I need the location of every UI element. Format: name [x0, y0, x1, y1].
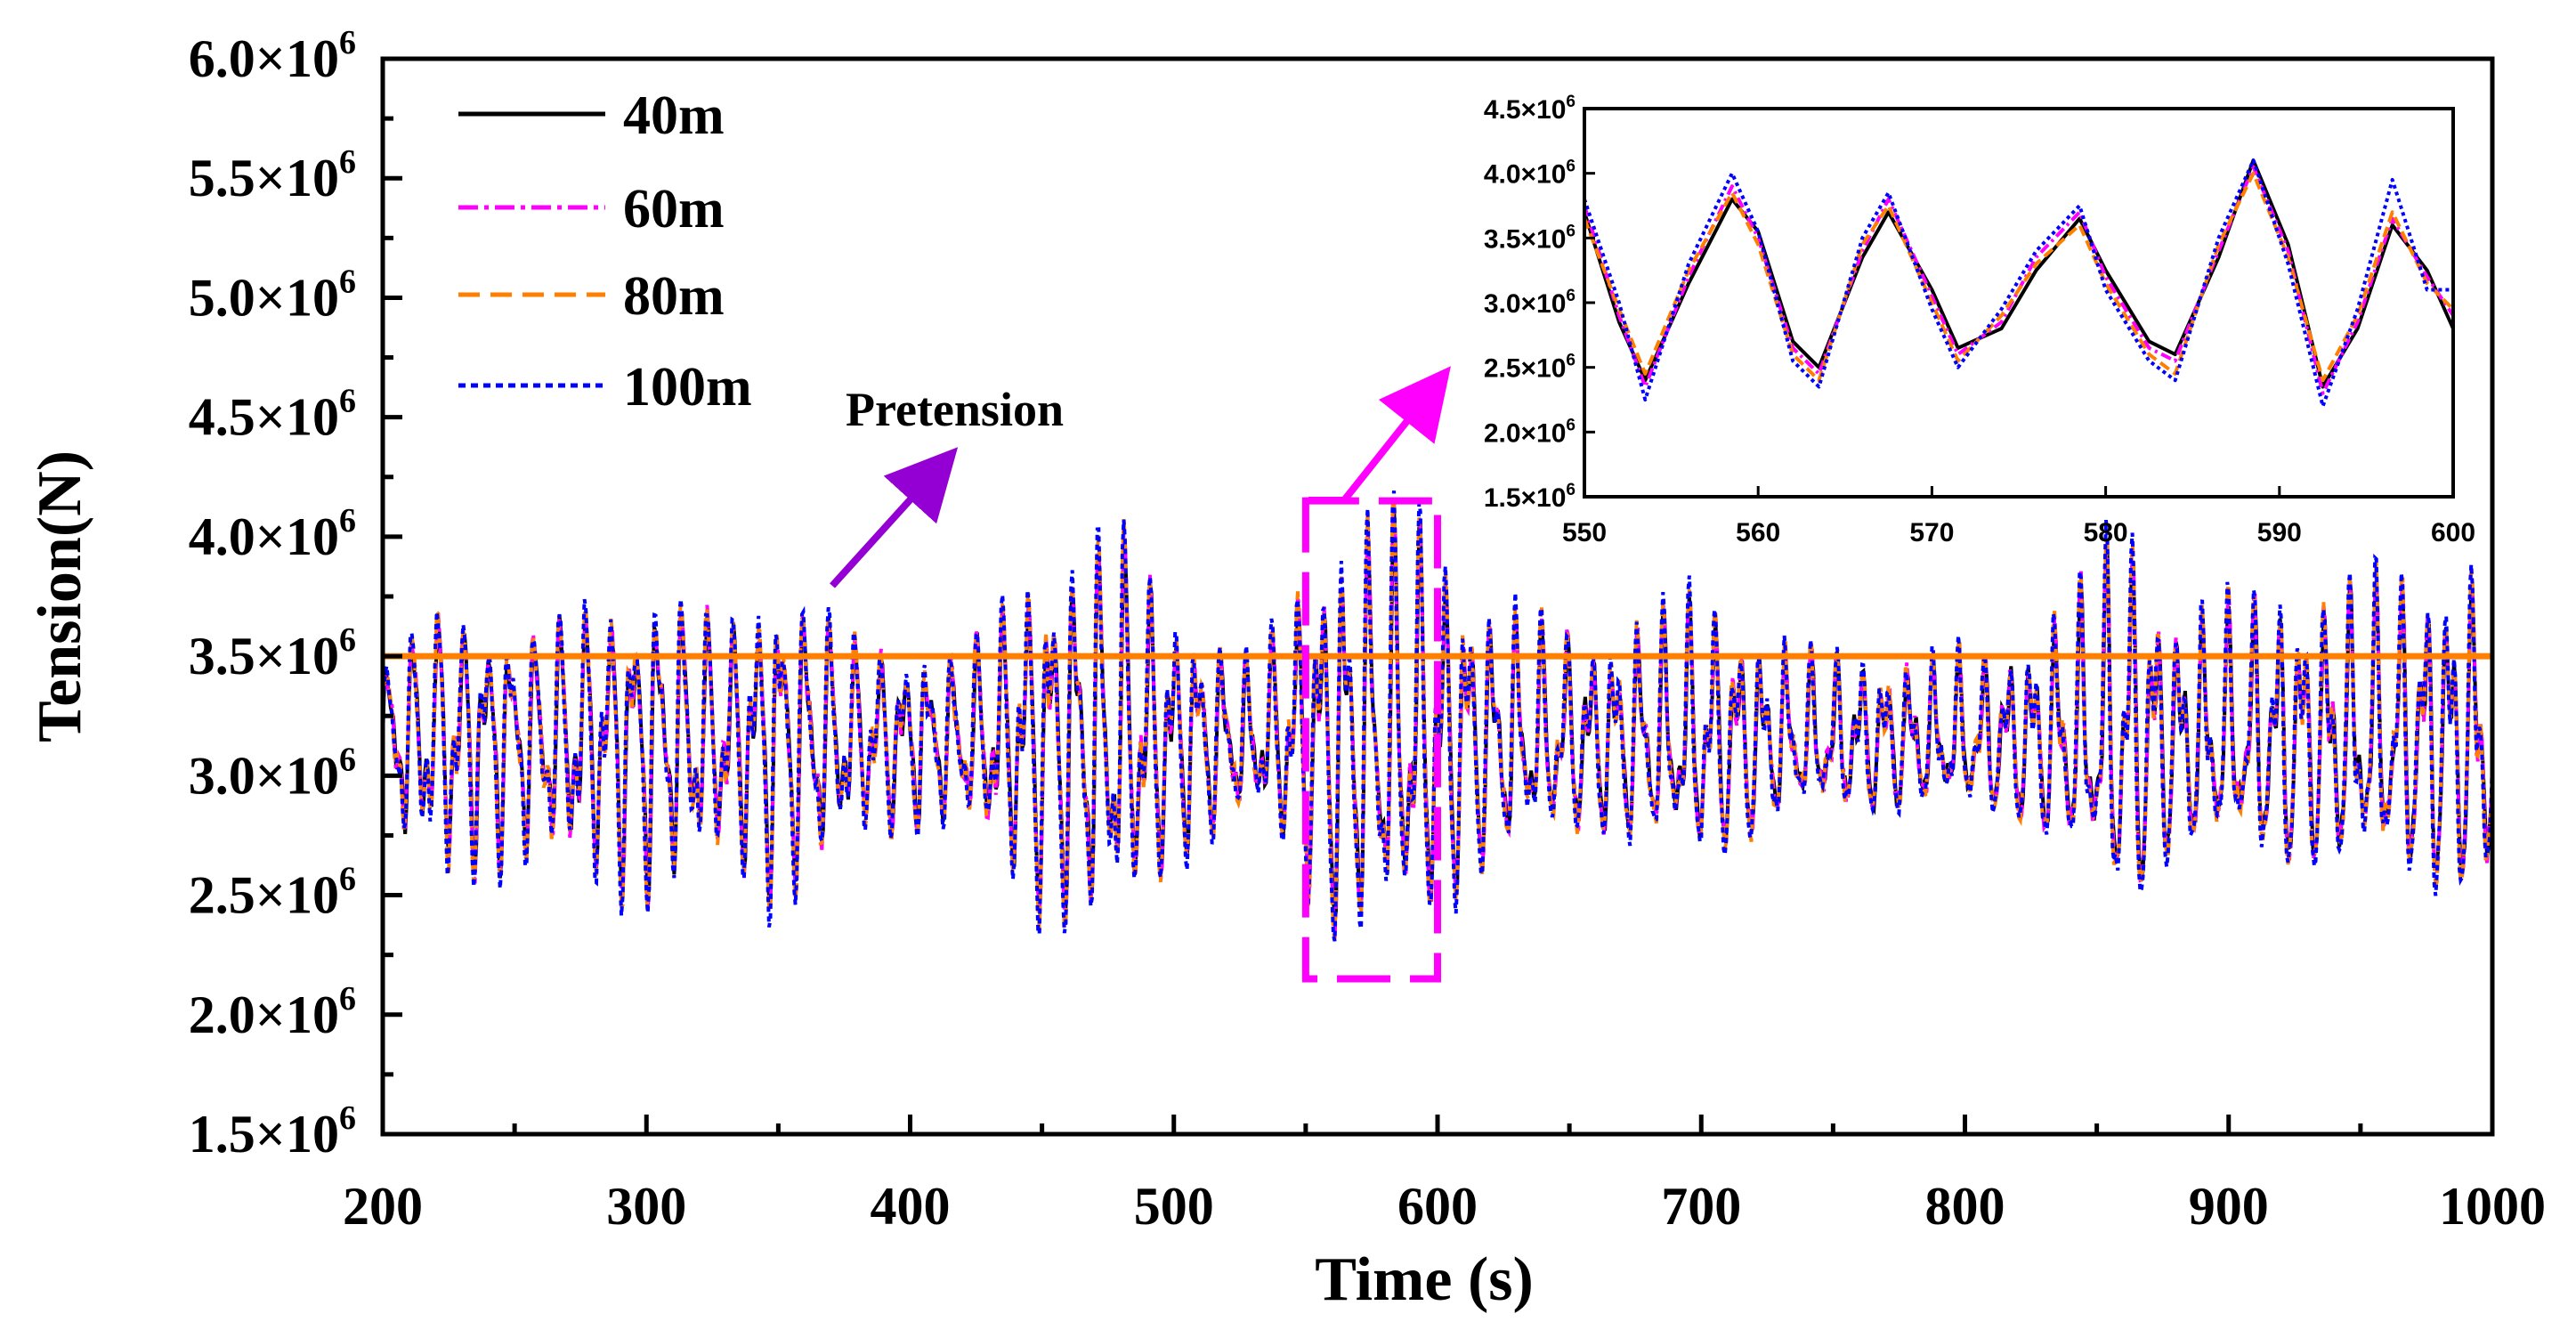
y-tick-label: 4.0×106 [189, 502, 356, 566]
inset-y-tick-label: 2.0×106 [1484, 416, 1576, 448]
y-tick-label: 2.5×106 [189, 861, 356, 925]
legend-label-100m: 100m [623, 357, 752, 418]
zoom-region-box [1301, 497, 1441, 983]
legend-label-40m: 40m [623, 85, 725, 146]
legend-item-60m: 60m [458, 179, 725, 239]
pretension-arrow [830, 447, 959, 588]
y-tick-label: 2.0×106 [189, 980, 356, 1044]
y-tick-label: 5.5×106 [189, 143, 356, 207]
inset-x-axis: 550 560 570 580 590 600 [1562, 486, 2475, 547]
inset-y-axis: 1.5×106 2.0×106 2.5×106 3.0×106 3.5×106 4.0×1… [1484, 93, 1595, 513]
main-x-axis: 200 300 400 500 600 700 800 900 1000 [343, 1115, 2546, 1236]
inset-y-tick-label: 1.5×106 [1484, 481, 1576, 513]
main-y-axis: 1.5×106 2.0×106 2.5×106 3.0×106 3.5×106 4.0×1… [189, 24, 402, 1164]
inset-x-tick-label: 590 [2257, 518, 2302, 547]
inset-x-tick-label: 580 [2084, 518, 2128, 547]
inset-series-line-80m [1584, 171, 2453, 383]
x-tick-label: 300 [606, 1177, 686, 1236]
legend-label-60m: 60m [623, 179, 725, 239]
x-tick-label: 600 [1397, 1177, 1478, 1236]
x-tick-label: 900 [2189, 1177, 2269, 1236]
inset-y-tick-label: 3.0×106 [1484, 287, 1576, 319]
y-tick-label: 6.0×106 [189, 24, 356, 88]
y-axis-title: Tension(N) [26, 450, 94, 742]
legend: 40m 60m 80m 100m [458, 85, 752, 418]
inset-y-tick-label: 2.5×106 [1484, 352, 1576, 384]
y-tick-label: 5.0×106 [189, 263, 356, 327]
y-tick-label: 3.0×106 [189, 741, 356, 805]
y-tick-label: 3.5×106 [189, 621, 356, 685]
legend-label-80m: 80m [623, 266, 725, 327]
inset-series-group [1584, 158, 2453, 409]
series-line-100m [383, 491, 2492, 942]
legend-item-80m: 80m [458, 266, 725, 327]
x-tick-label: 1000 [2439, 1177, 2546, 1236]
x-tick-label: 400 [871, 1177, 951, 1236]
pretension-annotation: Pretension [846, 383, 1064, 436]
legend-item-40m: 40m [458, 85, 725, 146]
x-tick-label: 700 [1661, 1177, 1741, 1236]
y-tick-label: 1.5×106 [189, 1099, 356, 1164]
inset-x-tick-label: 550 [1562, 518, 1607, 547]
x-tick-label: 500 [1134, 1177, 1214, 1236]
inset-x-tick-label: 570 [1909, 518, 1954, 547]
zoom-connector-arrow [1308, 366, 1451, 504]
inset-y-tick-label: 3.5×106 [1484, 222, 1576, 254]
x-tick-label: 200 [343, 1177, 423, 1236]
y-tick-label: 4.5×106 [189, 383, 356, 447]
inset-y-tick-label: 4.5×106 [1484, 93, 1576, 125]
x-axis-title: Time (s) [1315, 1245, 1534, 1314]
inset-series-line-100m [1584, 158, 2453, 409]
inset-y-tick-label: 4.0×106 [1484, 158, 1576, 190]
x-tick-label: 800 [1925, 1177, 2005, 1236]
inset-x-tick-label: 560 [1736, 518, 1780, 547]
inset-x-tick-label: 600 [2431, 518, 2475, 547]
legend-item-100m: 100m [458, 357, 752, 418]
